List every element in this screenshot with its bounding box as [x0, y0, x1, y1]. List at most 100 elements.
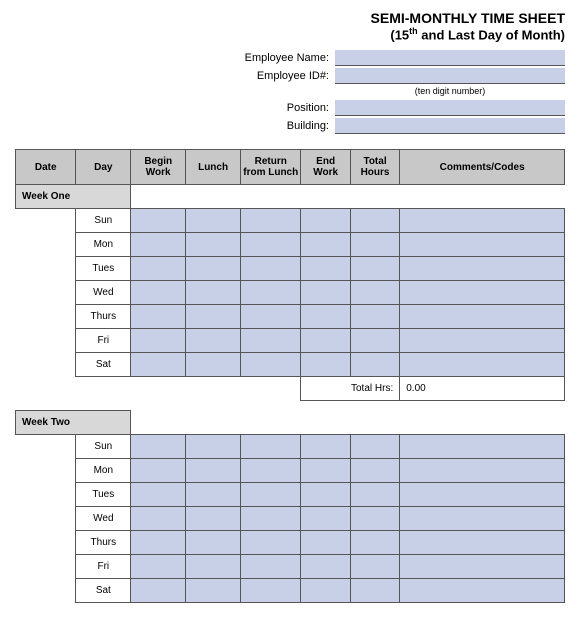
data-cell[interactable] — [131, 209, 186, 233]
table-row: Sat — [16, 353, 565, 377]
data-cell[interactable] — [241, 233, 301, 257]
data-cell[interactable] — [131, 281, 186, 305]
table-row: Sat — [16, 579, 565, 603]
data-cell[interactable] — [241, 209, 301, 233]
day-cell: Thurs — [76, 531, 131, 555]
data-cell[interactable] — [400, 281, 565, 305]
data-cell[interactable] — [241, 435, 301, 459]
data-cell[interactable] — [400, 257, 565, 281]
data-cell[interactable] — [241, 305, 301, 329]
header-return: Return from Lunch — [241, 150, 301, 185]
header-total: Total Hours — [350, 150, 399, 185]
day-cell: Fri — [76, 555, 131, 579]
data-cell[interactable] — [301, 281, 350, 305]
data-cell[interactable] — [131, 233, 186, 257]
data-cell[interactable] — [241, 459, 301, 483]
data-cell[interactable] — [400, 579, 565, 603]
data-cell[interactable] — [241, 555, 301, 579]
data-cell[interactable] — [131, 459, 186, 483]
data-cell[interactable] — [350, 233, 399, 257]
data-cell[interactable] — [186, 579, 241, 603]
data-cell[interactable] — [131, 507, 186, 531]
data-cell[interactable] — [350, 507, 399, 531]
data-cell[interactable] — [131, 305, 186, 329]
data-cell[interactable] — [186, 209, 241, 233]
position-input[interactable] — [335, 100, 565, 116]
data-cell[interactable] — [186, 329, 241, 353]
data-cell[interactable] — [131, 353, 186, 377]
data-cell[interactable] — [241, 329, 301, 353]
data-cell[interactable] — [186, 281, 241, 305]
position-label: Position: — [15, 102, 335, 114]
data-cell[interactable] — [400, 353, 565, 377]
data-cell[interactable] — [186, 233, 241, 257]
data-cell[interactable] — [241, 483, 301, 507]
data-cell[interactable] — [350, 353, 399, 377]
data-cell[interactable] — [241, 531, 301, 555]
data-cell[interactable] — [350, 435, 399, 459]
data-cell[interactable] — [400, 459, 565, 483]
data-cell[interactable] — [400, 555, 565, 579]
data-cell[interactable] — [350, 579, 399, 603]
data-cell[interactable] — [301, 531, 350, 555]
data-cell[interactable] — [301, 507, 350, 531]
data-cell[interactable] — [400, 483, 565, 507]
data-cell[interactable] — [400, 531, 565, 555]
data-cell[interactable] — [186, 353, 241, 377]
data-cell[interactable] — [131, 435, 186, 459]
data-cell[interactable] — [400, 233, 565, 257]
data-cell[interactable] — [241, 353, 301, 377]
data-cell[interactable] — [350, 555, 399, 579]
data-cell[interactable] — [186, 435, 241, 459]
date-cell — [16, 353, 76, 377]
data-cell[interactable] — [241, 281, 301, 305]
data-cell[interactable] — [301, 483, 350, 507]
data-cell[interactable] — [400, 329, 565, 353]
data-cell[interactable] — [186, 257, 241, 281]
data-cell[interactable] — [350, 531, 399, 555]
data-cell[interactable] — [400, 209, 565, 233]
data-cell[interactable] — [301, 209, 350, 233]
week-two-label: Week Two — [16, 411, 131, 435]
data-cell[interactable] — [131, 555, 186, 579]
data-cell[interactable] — [186, 531, 241, 555]
data-cell[interactable] — [131, 531, 186, 555]
employee-id-input[interactable] — [335, 68, 565, 84]
data-cell[interactable] — [241, 579, 301, 603]
data-cell[interactable] — [186, 555, 241, 579]
data-cell[interactable] — [350, 483, 399, 507]
data-cell[interactable] — [241, 257, 301, 281]
data-cell[interactable] — [301, 233, 350, 257]
data-cell[interactable] — [301, 435, 350, 459]
data-cell[interactable] — [400, 305, 565, 329]
data-cell[interactable] — [301, 257, 350, 281]
data-cell[interactable] — [350, 281, 399, 305]
data-cell[interactable] — [131, 257, 186, 281]
data-cell[interactable] — [301, 555, 350, 579]
data-cell[interactable] — [186, 305, 241, 329]
data-cell[interactable] — [350, 329, 399, 353]
data-cell[interactable] — [131, 483, 186, 507]
data-cell[interactable] — [400, 435, 565, 459]
building-input[interactable] — [335, 118, 565, 134]
data-cell[interactable] — [400, 507, 565, 531]
data-cell[interactable] — [186, 507, 241, 531]
data-cell[interactable] — [301, 329, 350, 353]
data-cell[interactable] — [350, 459, 399, 483]
data-cell[interactable] — [131, 329, 186, 353]
data-cell[interactable] — [301, 579, 350, 603]
employee-name-input[interactable] — [335, 50, 565, 66]
data-cell[interactable] — [350, 209, 399, 233]
data-cell[interactable] — [350, 257, 399, 281]
data-cell[interactable] — [131, 579, 186, 603]
date-cell — [16, 483, 76, 507]
header-begin: Begin Work — [131, 150, 186, 185]
data-cell[interactable] — [301, 353, 350, 377]
header-row: Date Day Begin Work Lunch Return from Lu… — [16, 150, 565, 185]
data-cell[interactable] — [301, 305, 350, 329]
data-cell[interactable] — [301, 459, 350, 483]
data-cell[interactable] — [186, 459, 241, 483]
data-cell[interactable] — [350, 305, 399, 329]
data-cell[interactable] — [241, 507, 301, 531]
data-cell[interactable] — [186, 483, 241, 507]
